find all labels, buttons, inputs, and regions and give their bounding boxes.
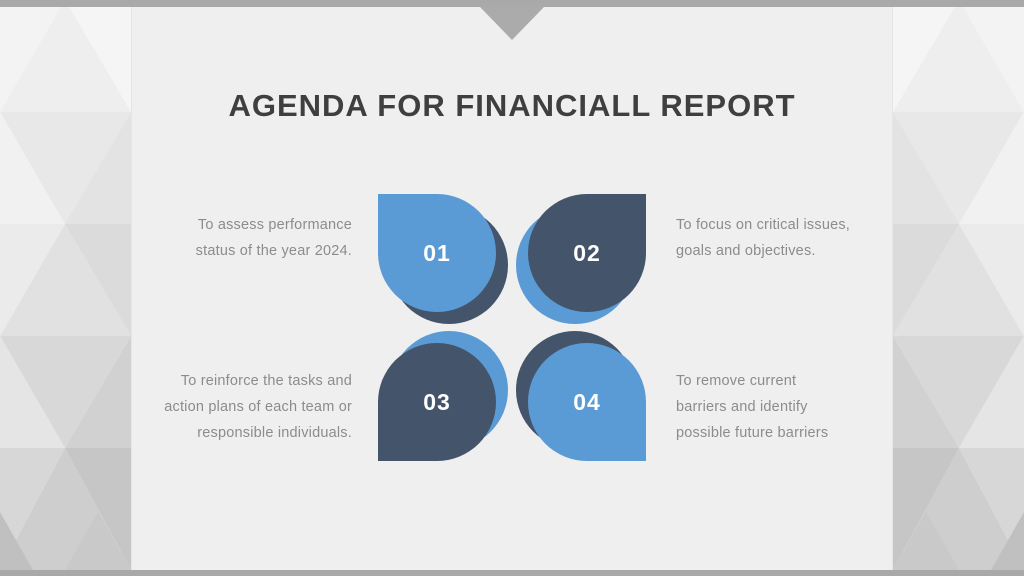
circle-main-2: 02: [528, 194, 646, 312]
agenda-text-4-line-1: To remove current: [676, 373, 797, 389]
agenda-step-2: 02: [516, 194, 646, 324]
agenda-step-3: 03: [378, 331, 508, 461]
triangle-pattern-right: [892, 0, 1024, 576]
triangle-pattern-left: [0, 0, 132, 576]
circle-main-1: 01: [378, 194, 496, 312]
agenda-text-1: To assess performance status of the year…: [196, 212, 352, 264]
agenda-text-4-line-2: barriers and identify: [676, 399, 808, 415]
agenda-text-4-line-3: possible future barriers: [676, 425, 829, 441]
agenda-text-2-line-2: goals and objectives.: [676, 243, 816, 259]
agenda-text-3: To reinforce the tasks and action plans …: [164, 368, 352, 446]
agenda-text-3-line-3: responsible individuals.: [197, 425, 352, 441]
agenda-text-2: To focus on critical issues, goals and o…: [676, 212, 850, 264]
step-number-3: 03: [423, 388, 451, 415]
agenda-text-3-line-2: action plans of each team or: [164, 399, 352, 415]
step-number-4: 04: [573, 388, 601, 415]
page-title: AGENDA FOR FINANCIALL REPORT: [228, 88, 796, 123]
agenda-text-3-line-1: To reinforce the tasks and: [180, 373, 352, 389]
agenda-step-1: 01: [378, 194, 508, 324]
circle-main-4: 04: [528, 343, 646, 461]
step-number-1: 01: [423, 239, 451, 266]
bottom-frame-bar: [0, 570, 1024, 576]
top-frame-bar: [0, 0, 1024, 7]
chevron-down-ornament: [480, 7, 544, 40]
agenda-text-1-line-2: status of the year 2024.: [195, 243, 352, 259]
step-number-2: 02: [573, 239, 601, 266]
agenda-text-4: To remove current barriers and identify …: [676, 368, 828, 446]
agenda-text-2-line-1: To focus on critical issues,: [676, 217, 851, 233]
agenda-text-1-line-1: To assess performance: [197, 217, 352, 233]
circle-main-3: 03: [378, 343, 496, 461]
agenda-step-4: 04: [516, 331, 646, 461]
